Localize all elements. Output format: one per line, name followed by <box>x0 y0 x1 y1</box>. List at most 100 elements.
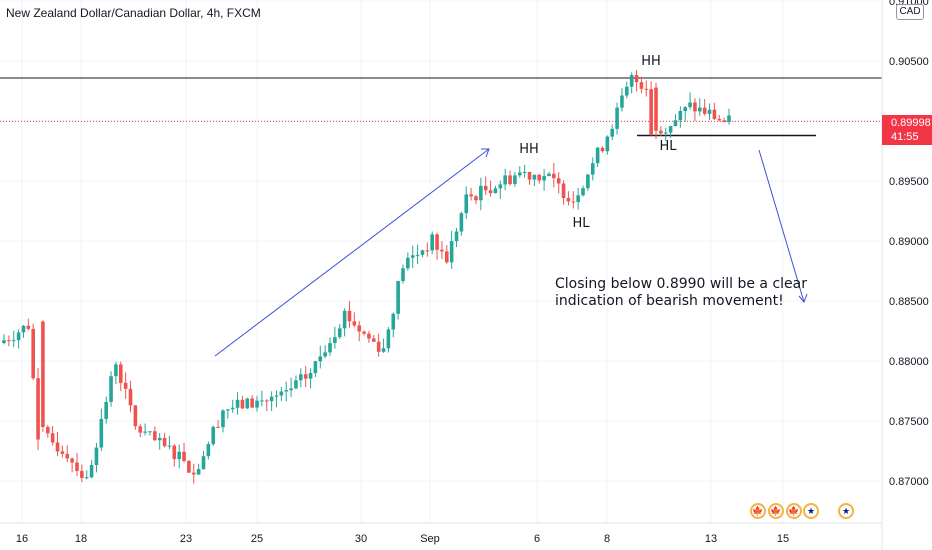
candle-body <box>221 410 225 428</box>
candle-body <box>615 107 619 129</box>
candle-body <box>678 111 683 121</box>
candle-body <box>337 328 342 338</box>
swing-label: HL <box>572 216 590 231</box>
candle-body <box>299 374 303 381</box>
candle-body <box>245 398 250 409</box>
flag-ca-icon[interactable]: 🍁 <box>786 503 802 519</box>
candle-body <box>474 196 478 201</box>
candle-body <box>211 426 216 445</box>
annotation-text: Closing below 0.8990 will be a clear ind… <box>555 276 807 310</box>
candle-body <box>683 107 688 112</box>
candle-body <box>498 184 503 189</box>
candle-body <box>94 447 99 465</box>
candle-body <box>182 451 186 461</box>
swing-label: HH <box>641 54 661 69</box>
swing-label: HH <box>519 142 539 157</box>
candle-body <box>274 395 279 397</box>
candle-body <box>639 82 644 89</box>
candle-body <box>659 130 663 134</box>
candle-body <box>367 333 371 339</box>
candle-body <box>36 378 40 440</box>
downtrend-arrow-line <box>758 149 805 303</box>
candle-body <box>133 405 138 427</box>
candle-body <box>172 445 177 460</box>
candle-body <box>157 437 162 441</box>
candle-body <box>469 194 473 197</box>
candle-body <box>430 234 434 251</box>
downtrend-arrowhead <box>798 293 808 303</box>
candle-body <box>435 234 439 250</box>
candle-body <box>517 172 522 176</box>
candle-body <box>45 427 50 434</box>
currency-button[interactable]: CAD <box>896 4 924 20</box>
flag-nz-icon[interactable]: ★ <box>803 503 819 519</box>
candle-body <box>600 147 605 152</box>
time-axis-label: 30 <box>355 533 367 545</box>
candle-body <box>357 325 362 332</box>
candle-body <box>376 341 381 352</box>
candle-body <box>595 147 600 164</box>
candle-body <box>444 251 449 263</box>
flag-ca-icon[interactable]: 🍁 <box>750 503 766 519</box>
candle-body <box>386 329 391 349</box>
candle-body <box>561 183 566 199</box>
candle-body <box>235 399 240 408</box>
candle-body <box>65 453 70 459</box>
time-axis-label: 23 <box>180 533 192 545</box>
time-axis: 16 18 23 25 30 Sep 6 8 13 15 <box>16 533 789 545</box>
candle-body <box>328 343 332 353</box>
symbol-title: New Zealand Dollar/Canadian Dollar, 4h, … <box>6 6 261 20</box>
candle-body <box>289 388 293 391</box>
candle-body <box>153 431 157 441</box>
price-axis-label: 0.89500 <box>889 176 929 188</box>
candle-body <box>401 268 405 282</box>
candle-body <box>187 460 191 473</box>
flag-ca-icon[interactable]: 🍁 <box>768 503 784 519</box>
grid <box>0 0 882 523</box>
candle-body <box>440 249 444 252</box>
price-axis: 0.910000.905000.900000.895000.890000.885… <box>889 0 929 488</box>
candle-body <box>488 190 493 194</box>
candle-body <box>663 132 668 134</box>
swing-labels: HH HL HH HL <box>519 54 677 231</box>
candle-body <box>26 325 31 329</box>
candle-body <box>294 380 298 389</box>
candle-body <box>644 88 649 90</box>
candle-body <box>70 458 74 463</box>
candle-body <box>123 382 128 389</box>
price-axis-label: 0.88000 <box>889 356 929 368</box>
annotation-line-1: Closing below 0.8990 will be a clear <box>555 276 807 292</box>
candle-body <box>483 185 488 191</box>
candle-body <box>634 75 639 83</box>
candle-body <box>162 437 167 447</box>
candle-body <box>31 328 35 379</box>
candle-body <box>590 163 595 175</box>
candle-body <box>41 321 45 428</box>
candle-body <box>333 337 337 344</box>
candle-body <box>55 442 60 452</box>
candle-body <box>707 109 712 114</box>
candle-body <box>454 231 459 242</box>
flag-nz-icon[interactable]: ★ <box>838 503 854 519</box>
candle-body <box>264 400 269 402</box>
candle-body <box>99 418 104 448</box>
candle-body <box>391 313 396 330</box>
time-axis-label: Sep <box>420 533 440 545</box>
current-price-tag: 0.89998 41:55 <box>882 115 932 145</box>
candle-body <box>381 348 386 352</box>
candle-body <box>230 407 235 410</box>
candle-body <box>196 469 201 475</box>
candle-body <box>698 107 702 112</box>
candle-body <box>649 89 653 136</box>
candle-body <box>104 401 108 419</box>
candle-body <box>566 198 571 202</box>
candle-body <box>138 426 143 433</box>
candle-body <box>201 456 206 470</box>
candle-body <box>629 75 634 87</box>
candle-body <box>50 433 55 443</box>
candle-body <box>693 102 697 112</box>
candle-body <box>2 340 6 344</box>
candle-body <box>702 107 707 114</box>
uptrend-arrowhead <box>481 148 490 158</box>
